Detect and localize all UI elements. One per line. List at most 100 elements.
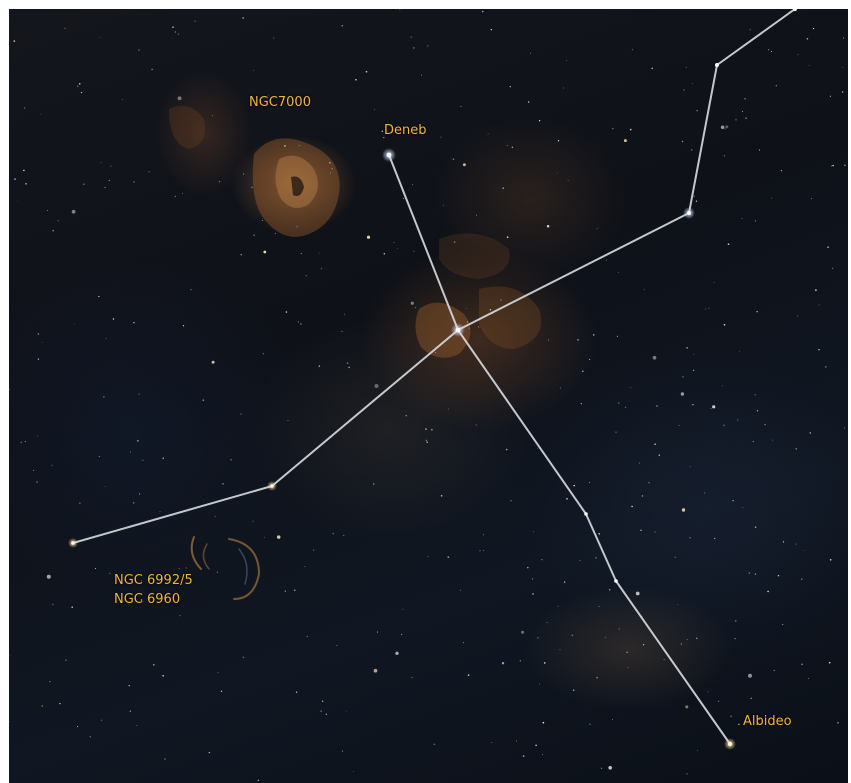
background-star — [20, 441, 22, 444]
background-star — [36, 435, 38, 437]
background-star — [577, 339, 579, 341]
background-star — [732, 499, 734, 502]
background-star — [109, 572, 111, 575]
background-star — [600, 767, 603, 769]
background-star — [608, 765, 613, 770]
background-star — [812, 27, 815, 30]
background-star — [373, 668, 378, 673]
background-star — [414, 306, 417, 309]
background-star — [240, 413, 242, 415]
background-star — [47, 209, 49, 212]
background-star — [447, 408, 449, 410]
background-star — [329, 172, 331, 174]
wing-tip-star-core — [71, 541, 75, 545]
background-star — [682, 376, 684, 378]
background-star — [284, 145, 286, 147]
background-star — [222, 483, 224, 485]
background-star — [490, 28, 493, 31]
sadr-nebula — [415, 233, 542, 358]
background-star — [771, 197, 772, 199]
background-star — [346, 362, 349, 364]
background-star — [253, 234, 255, 236]
background-star — [580, 403, 582, 405]
background-star — [159, 511, 161, 512]
background-star — [782, 541, 785, 543]
background-star — [475, 214, 477, 216]
background-star — [376, 631, 379, 633]
background-star — [531, 578, 534, 580]
background-star — [73, 323, 75, 325]
background-star — [33, 470, 35, 471]
background-star — [532, 593, 534, 595]
background-star — [842, 66, 844, 68]
background-star — [79, 502, 81, 505]
background-star — [393, 241, 395, 243]
background-star — [654, 531, 656, 533]
background-star — [174, 195, 176, 197]
background-star — [808, 64, 810, 66]
background-star — [298, 321, 299, 323]
background-star — [521, 630, 525, 634]
background-star — [39, 113, 41, 115]
background-star — [318, 252, 320, 254]
background-star — [104, 187, 106, 189]
background-star — [752, 440, 754, 443]
background-star — [478, 326, 480, 328]
background-star — [589, 723, 591, 725]
background-star — [566, 498, 568, 500]
background-star — [413, 47, 415, 49]
background-star — [395, 651, 399, 655]
background-star — [452, 158, 455, 160]
background-star — [656, 405, 658, 407]
background-star — [714, 537, 716, 540]
background-star — [133, 322, 135, 324]
background-star — [723, 155, 726, 157]
background-star — [100, 719, 103, 721]
background-star — [772, 439, 774, 441]
background-star — [537, 447, 538, 449]
background-star — [691, 149, 693, 151]
background-star — [467, 674, 470, 676]
background-star — [322, 700, 324, 702]
background-star — [481, 10, 484, 13]
background-star — [284, 590, 286, 592]
background-star — [801, 663, 803, 666]
background-star — [741, 110, 744, 113]
background-star — [623, 139, 627, 143]
background-star — [756, 410, 759, 412]
background-star — [355, 78, 357, 81]
background-star — [795, 543, 797, 545]
background-star — [777, 574, 780, 577]
background-star — [635, 591, 640, 596]
background-star — [373, 483, 375, 485]
deneb-label: Deneb — [384, 123, 427, 138]
background-star — [78, 82, 81, 85]
background-star — [506, 145, 508, 147]
background-star — [325, 713, 328, 716]
background-star — [680, 643, 682, 645]
background-star — [177, 33, 180, 35]
background-star — [795, 448, 797, 450]
background-star — [9, 655, 11, 657]
background-star — [217, 672, 219, 674]
background-star — [305, 275, 307, 277]
background-star — [829, 95, 832, 97]
background-star — [214, 515, 216, 517]
background-star — [103, 396, 105, 398]
background-star — [796, 315, 798, 317]
background-star — [618, 402, 620, 404]
background-star — [624, 406, 627, 409]
background-star — [194, 20, 196, 22]
background-star — [542, 721, 545, 724]
background-star — [535, 744, 537, 746]
background-star — [638, 462, 640, 464]
background-star — [713, 282, 715, 283]
background-star — [663, 658, 665, 660]
background-star — [353, 771, 354, 773]
constellation-svg — [9, 9, 846, 781]
background-star — [806, 38, 809, 40]
background-star — [342, 750, 344, 752]
background-star — [99, 36, 101, 38]
background-star — [211, 360, 215, 364]
background-star — [811, 198, 812, 200]
